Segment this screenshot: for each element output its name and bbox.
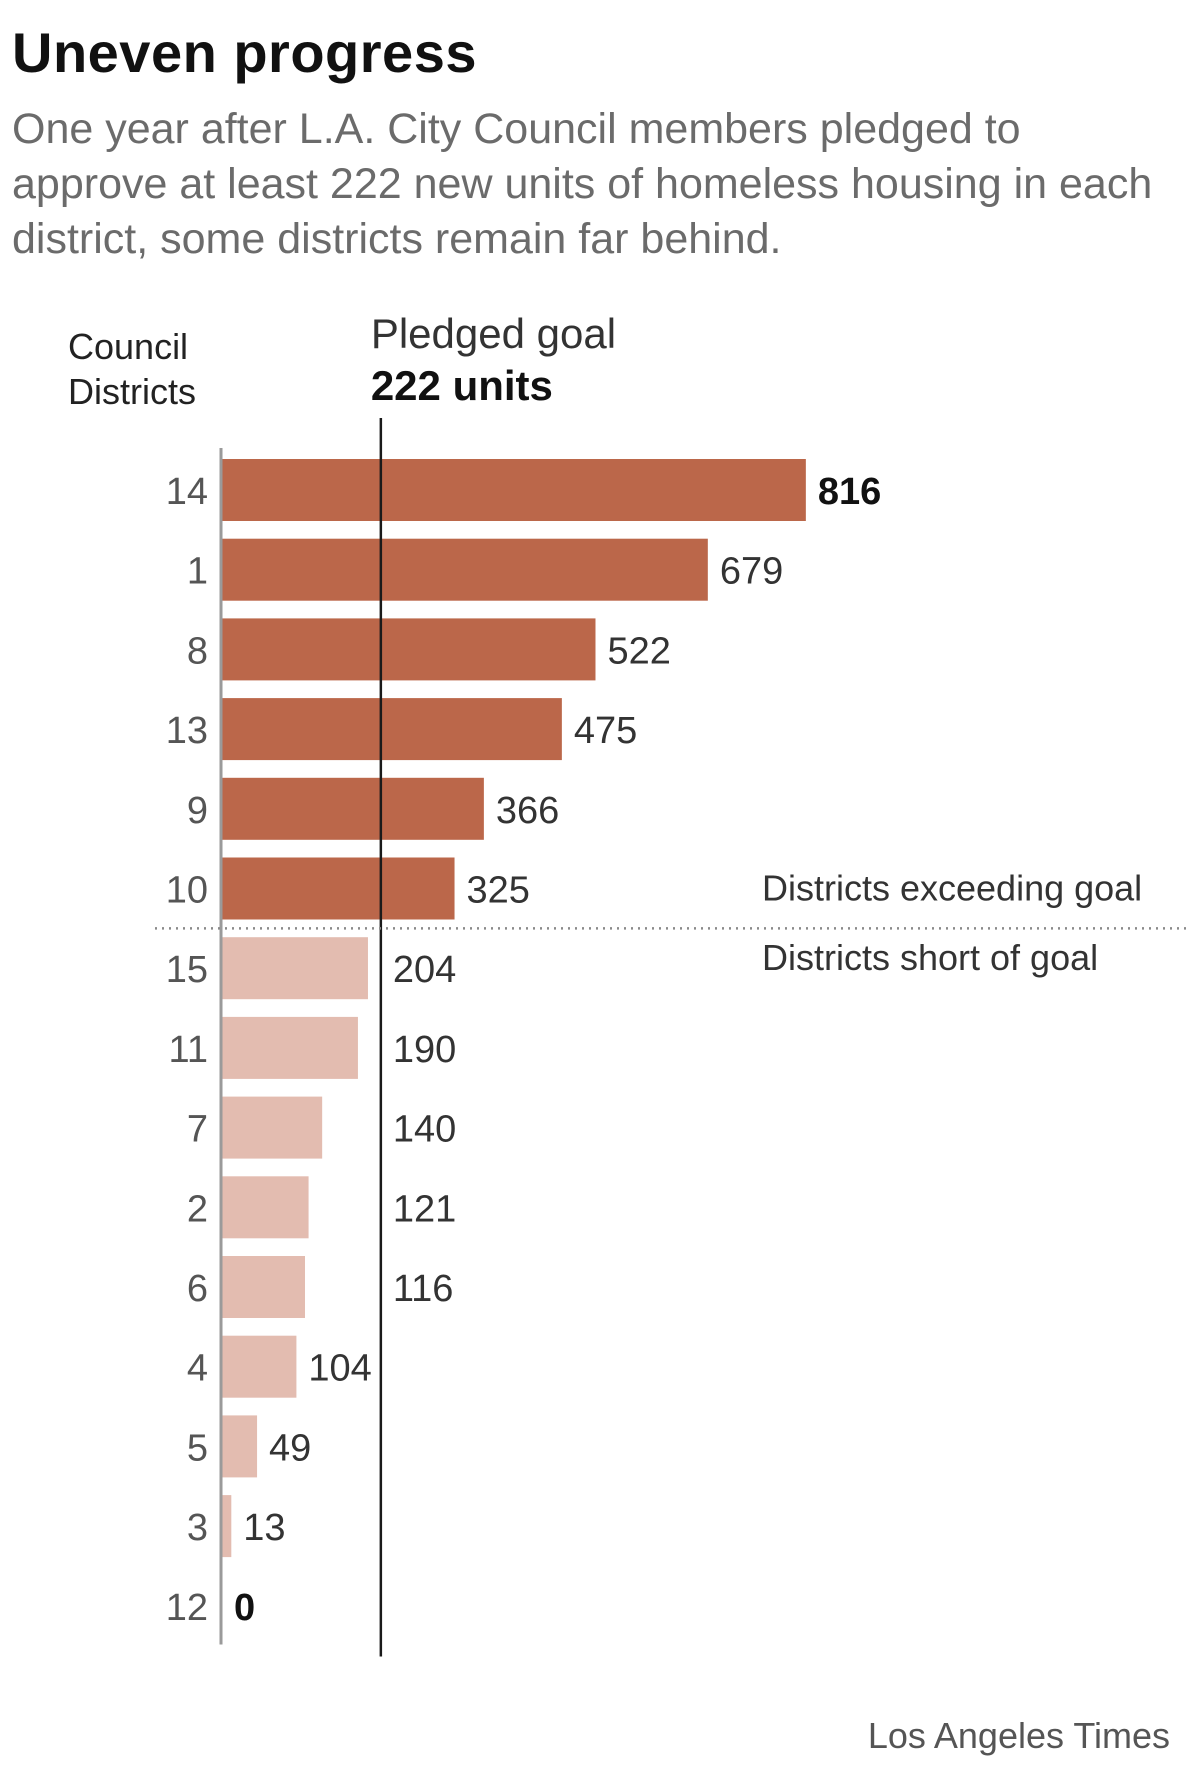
bar-district-11 — [222, 1016, 358, 1079]
value-label: 204 — [393, 949, 456, 991]
bar-district-3 — [222, 1495, 232, 1558]
bar-district-5 — [222, 1415, 258, 1478]
y-axis-header-line1: Council — [68, 326, 188, 367]
value-label: 13 — [243, 1507, 285, 1549]
value-label: 679 — [720, 551, 783, 593]
y-axis-header-line2: Districts — [68, 371, 196, 412]
bars-layer — [222, 459, 806, 1558]
value-label: 366 — [496, 790, 559, 832]
category-label: 14 — [166, 471, 208, 513]
category-label: 13 — [166, 710, 208, 752]
value-label: 816 — [818, 471, 881, 513]
value-label: 104 — [308, 1348, 371, 1390]
value-label: 116 — [393, 1268, 454, 1310]
value-label: 475 — [574, 710, 637, 752]
bar-district-15 — [222, 937, 368, 1000]
group-label-exceeding: Districts exceeding goal — [762, 868, 1142, 909]
chart-subtitle: One year after L.A. City Council members… — [12, 105, 1153, 263]
value-label: 325 — [467, 870, 530, 912]
bar-district-6 — [222, 1256, 305, 1318]
bar-district-4 — [222, 1335, 297, 1398]
bar-district-13 — [222, 698, 562, 761]
category-label: 2 — [187, 1188, 208, 1230]
value-label: 522 — [607, 630, 670, 672]
bar-district-2 — [222, 1176, 309, 1239]
bar-district-7 — [222, 1096, 323, 1159]
category-label: 9 — [187, 790, 208, 832]
group-label-short: Districts short of goal — [762, 937, 1098, 978]
category-label: 15 — [166, 949, 208, 991]
category-label: 5 — [187, 1427, 208, 1469]
value-label: 121 — [393, 1188, 456, 1230]
bar-district-8 — [222, 618, 596, 681]
category-label: 3 — [187, 1507, 208, 1549]
category-label: 11 — [169, 1029, 208, 1071]
goal-label-value: 222 units — [371, 362, 553, 409]
goal-label-line1: Pledged goal — [371, 310, 616, 357]
bar-district-9 — [222, 777, 484, 840]
value-label: 190 — [393, 1029, 456, 1071]
bar-district-1 — [222, 538, 708, 601]
category-label: 4 — [187, 1348, 208, 1390]
bar-district-10 — [222, 857, 455, 920]
category-label: 6 — [187, 1268, 208, 1310]
category-label: 7 — [187, 1109, 208, 1151]
value-label: 0 — [234, 1587, 255, 1629]
bar-district-14 — [222, 459, 806, 521]
credit-logo: Los Angeles Times — [867, 1715, 1170, 1756]
category-label: 8 — [187, 630, 208, 672]
category-label: 10 — [166, 870, 208, 912]
category-label: 1 — [187, 551, 208, 593]
chart-title: Uneven progress — [12, 21, 477, 84]
value-label: 49 — [269, 1427, 311, 1469]
value-label: 140 — [393, 1109, 456, 1151]
category-label: 12 — [166, 1587, 208, 1629]
